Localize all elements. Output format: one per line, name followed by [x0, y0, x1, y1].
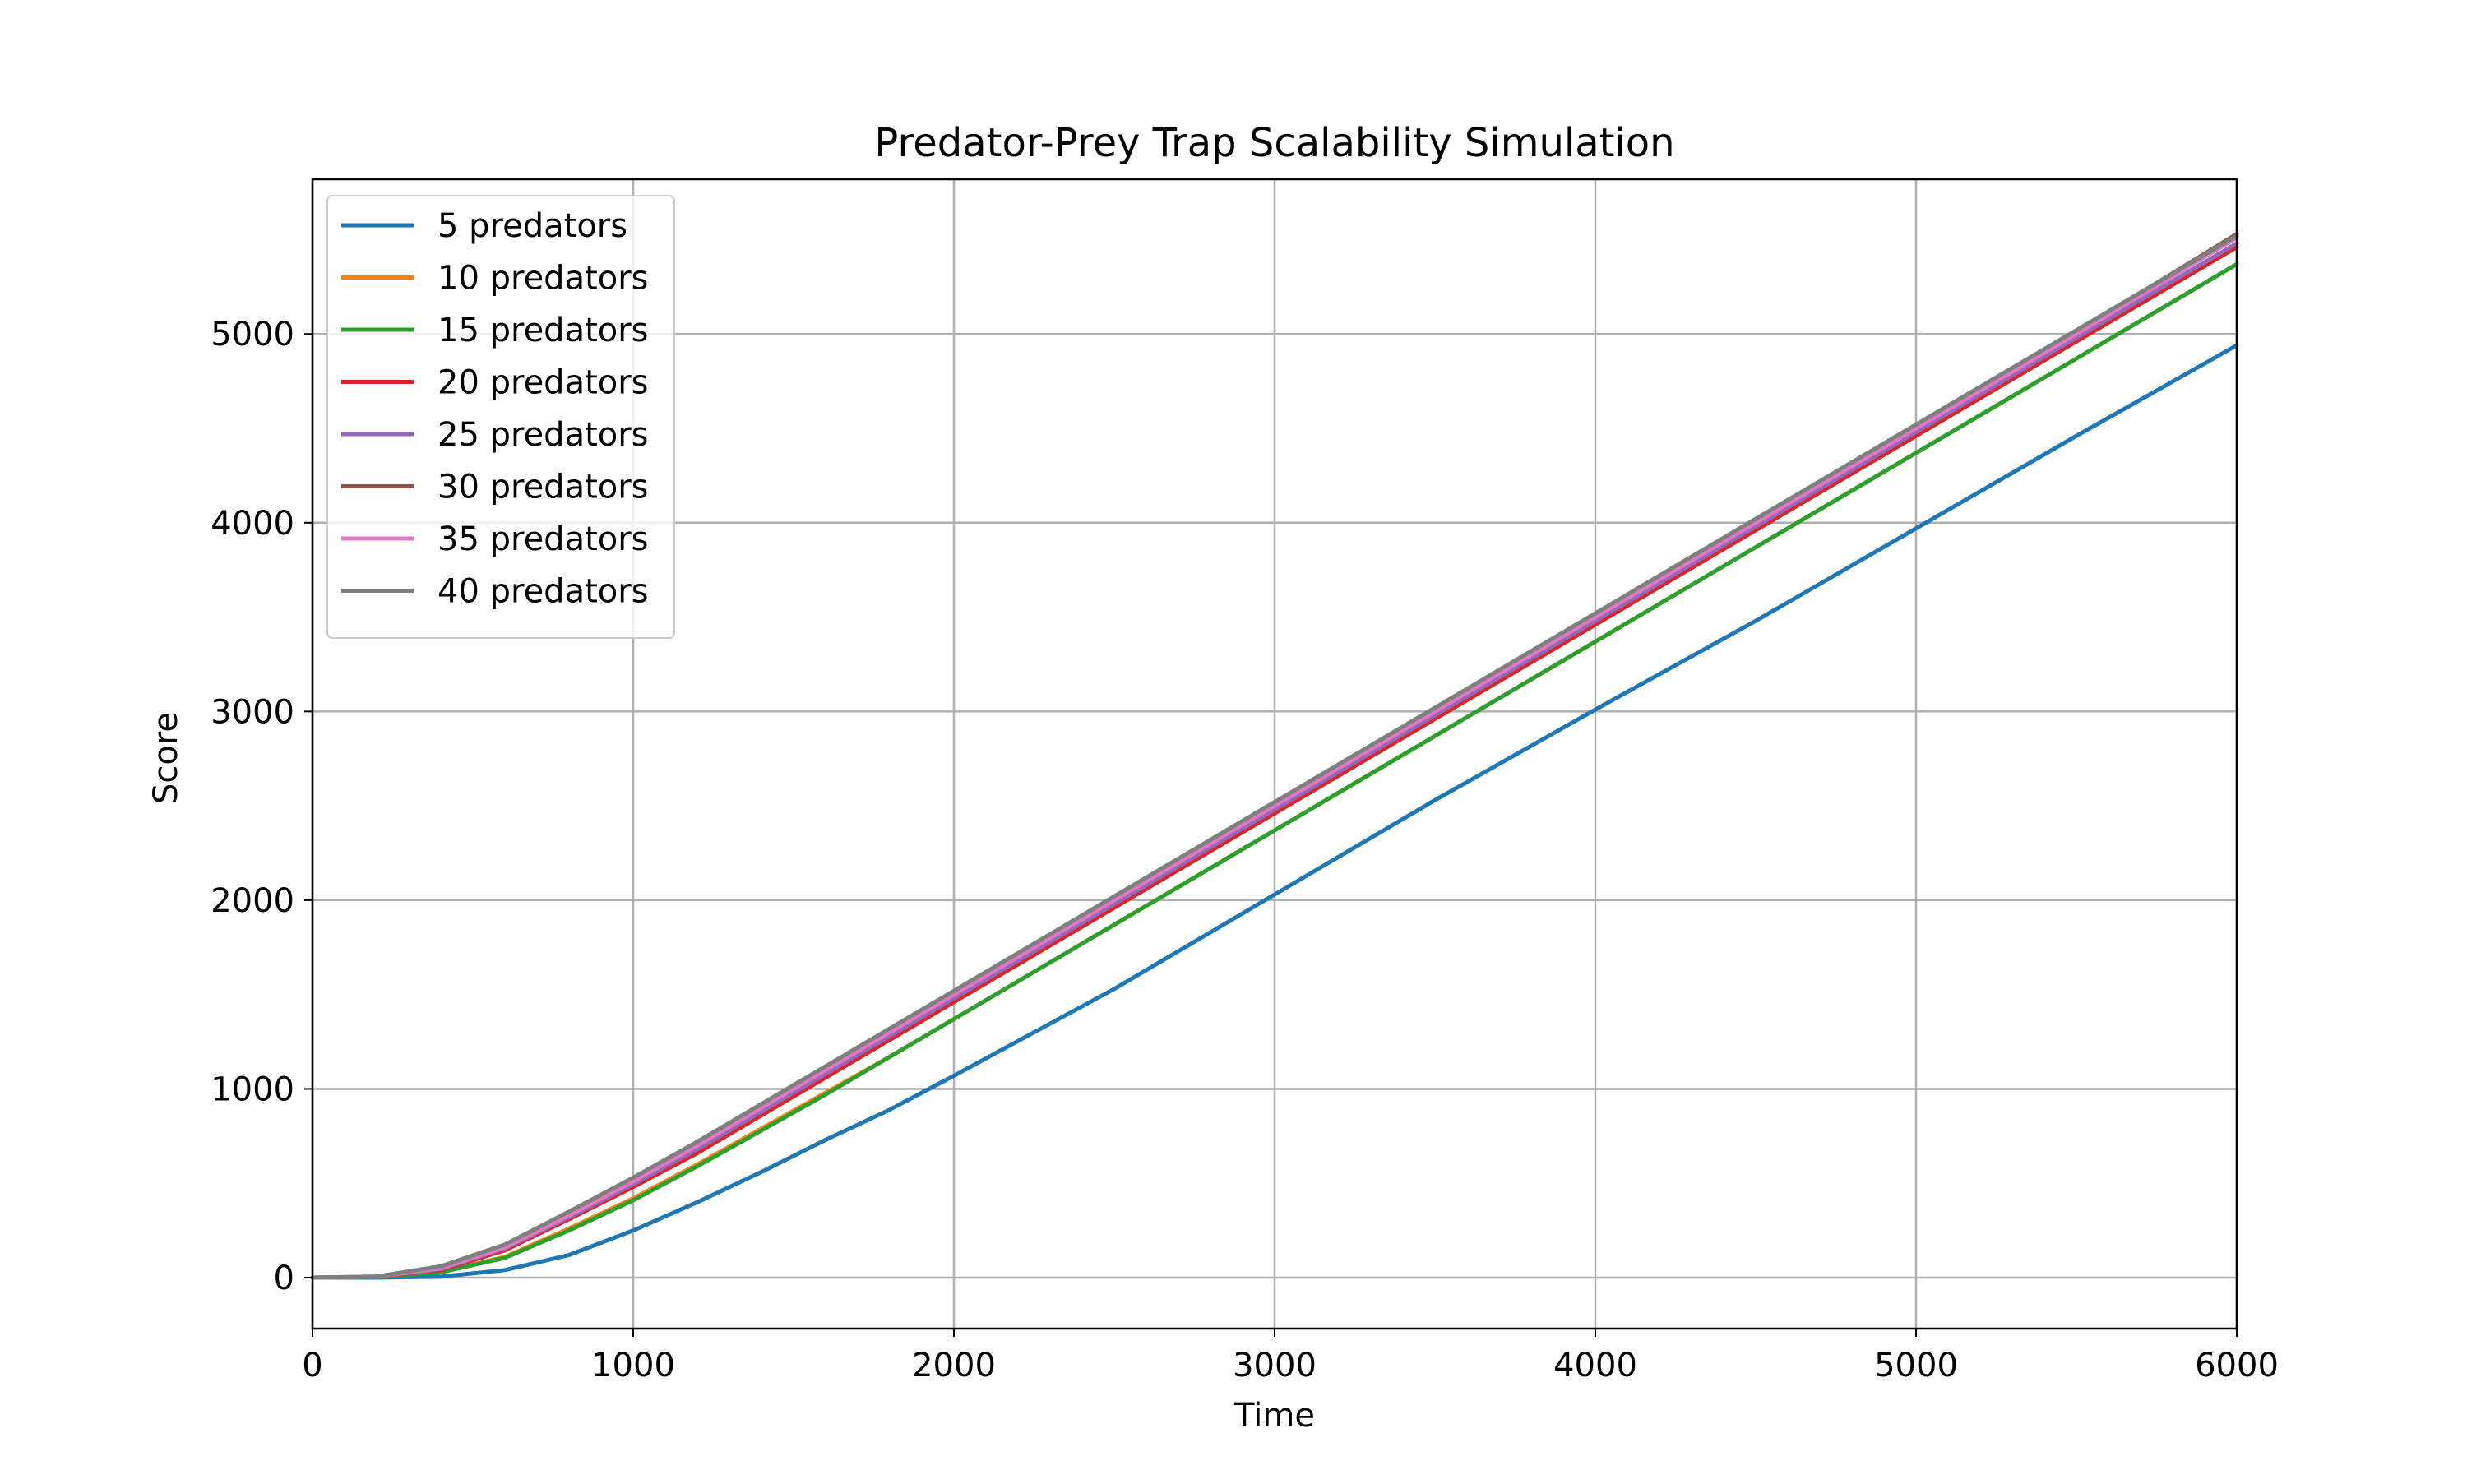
series-line-40-predators — [310, 233, 2239, 1280]
x-tick-label: 6000 — [2195, 1347, 2279, 1385]
y-tick-label: 4000 — [211, 505, 294, 543]
legend-label: 5 predators — [437, 207, 627, 245]
x-tick-label: 2000 — [912, 1347, 996, 1385]
series-line-5-predators — [310, 343, 2239, 1280]
y-axis-label: Score — [147, 712, 185, 804]
x-tick-label: 1000 — [591, 1347, 675, 1385]
y-tick-label: 3000 — [211, 693, 294, 731]
series-line-15-predators — [310, 261, 2239, 1280]
axis-ticks: 0 1000 2000 3000 4000 5000 6000 0 1000 2000 3000 40… — [211, 316, 2279, 1385]
x-axis-label: Time — [1234, 1397, 1315, 1435]
series-lines — [310, 232, 2239, 1280]
y-tick-label: 5000 — [211, 316, 294, 354]
grid — [311, 179, 2238, 1329]
legend-label: 40 predators — [437, 573, 649, 611]
series-line-35-predators — [310, 235, 2239, 1280]
legend-label: 25 predators — [437, 416, 649, 454]
x-tick-label: 4000 — [1553, 1347, 1637, 1385]
legend-label: 20 predators — [437, 364, 649, 402]
y-tick-label: 0 — [274, 1260, 294, 1297]
legend-label: 10 predators — [437, 260, 649, 298]
legend-label: 15 predators — [437, 312, 649, 349]
legend-label: 35 predators — [437, 520, 649, 558]
y-tick-label: 1000 — [211, 1070, 294, 1108]
chart-title: Predator-Prey Trap Scalability Simulatio… — [874, 120, 1674, 166]
legend: 5 predators 10 predators 15 predators 20 pr… — [326, 195, 675, 639]
x-tick-label: 0 — [302, 1347, 322, 1385]
x-tick-label: 5000 — [1874, 1347, 1958, 1385]
legend-box — [326, 195, 675, 639]
x-tick-label: 3000 — [1233, 1347, 1317, 1385]
y-tick-label: 2000 — [211, 882, 294, 920]
legend-label: 30 predators — [437, 469, 649, 506]
